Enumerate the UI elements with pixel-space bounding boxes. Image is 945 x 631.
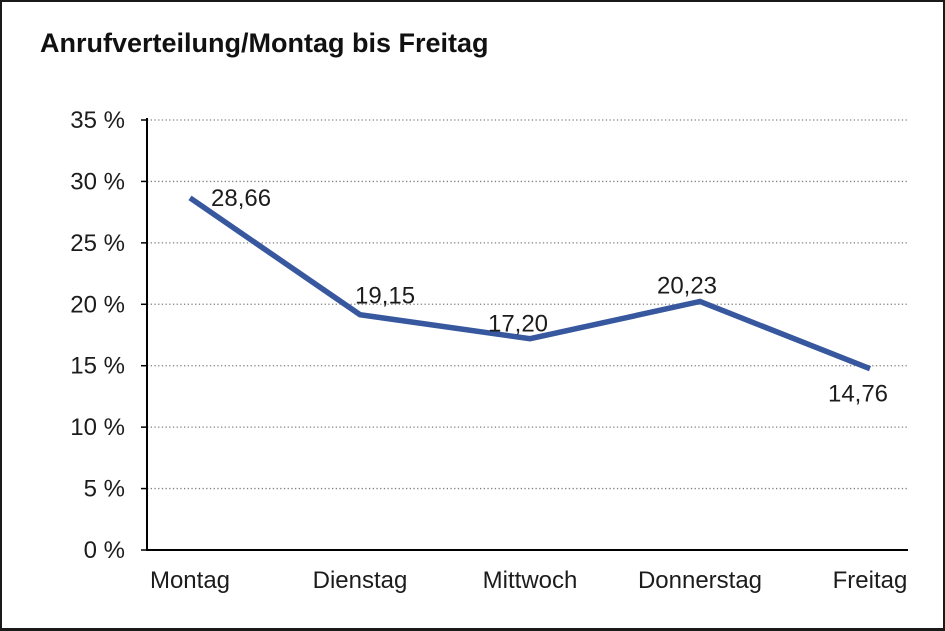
chart-title: Anrufverteilung/Montag bis Freitag (40, 28, 489, 58)
y-tick-label: 25 % (70, 230, 125, 257)
data-point-label: 14,76 (828, 381, 888, 408)
y-tick-label: 20 % (70, 291, 125, 318)
x-category-label: Freitag (833, 567, 908, 594)
x-category-label: Dienstag (313, 567, 408, 594)
x-category-label: Montag (150, 567, 230, 594)
data-series-line (188, 195, 872, 372)
y-tick-label: 15 % (70, 353, 125, 380)
y-tick-label: 35 % (70, 107, 125, 134)
y-tick-label: 10 % (70, 414, 125, 441)
y-tick-label: 5 % (84, 476, 125, 503)
data-point-label: 17,20 (488, 311, 548, 338)
data-point-label: 28,66 (211, 185, 271, 212)
x-category-label: Mittwoch (483, 567, 578, 594)
x-category-label: Donnerstag (638, 567, 762, 594)
y-tick-label: 0 % (84, 537, 125, 564)
data-point-label: 20,23 (657, 272, 717, 299)
data-point-label: 19,15 (355, 283, 415, 310)
y-tick-label: 30 % (70, 168, 125, 195)
